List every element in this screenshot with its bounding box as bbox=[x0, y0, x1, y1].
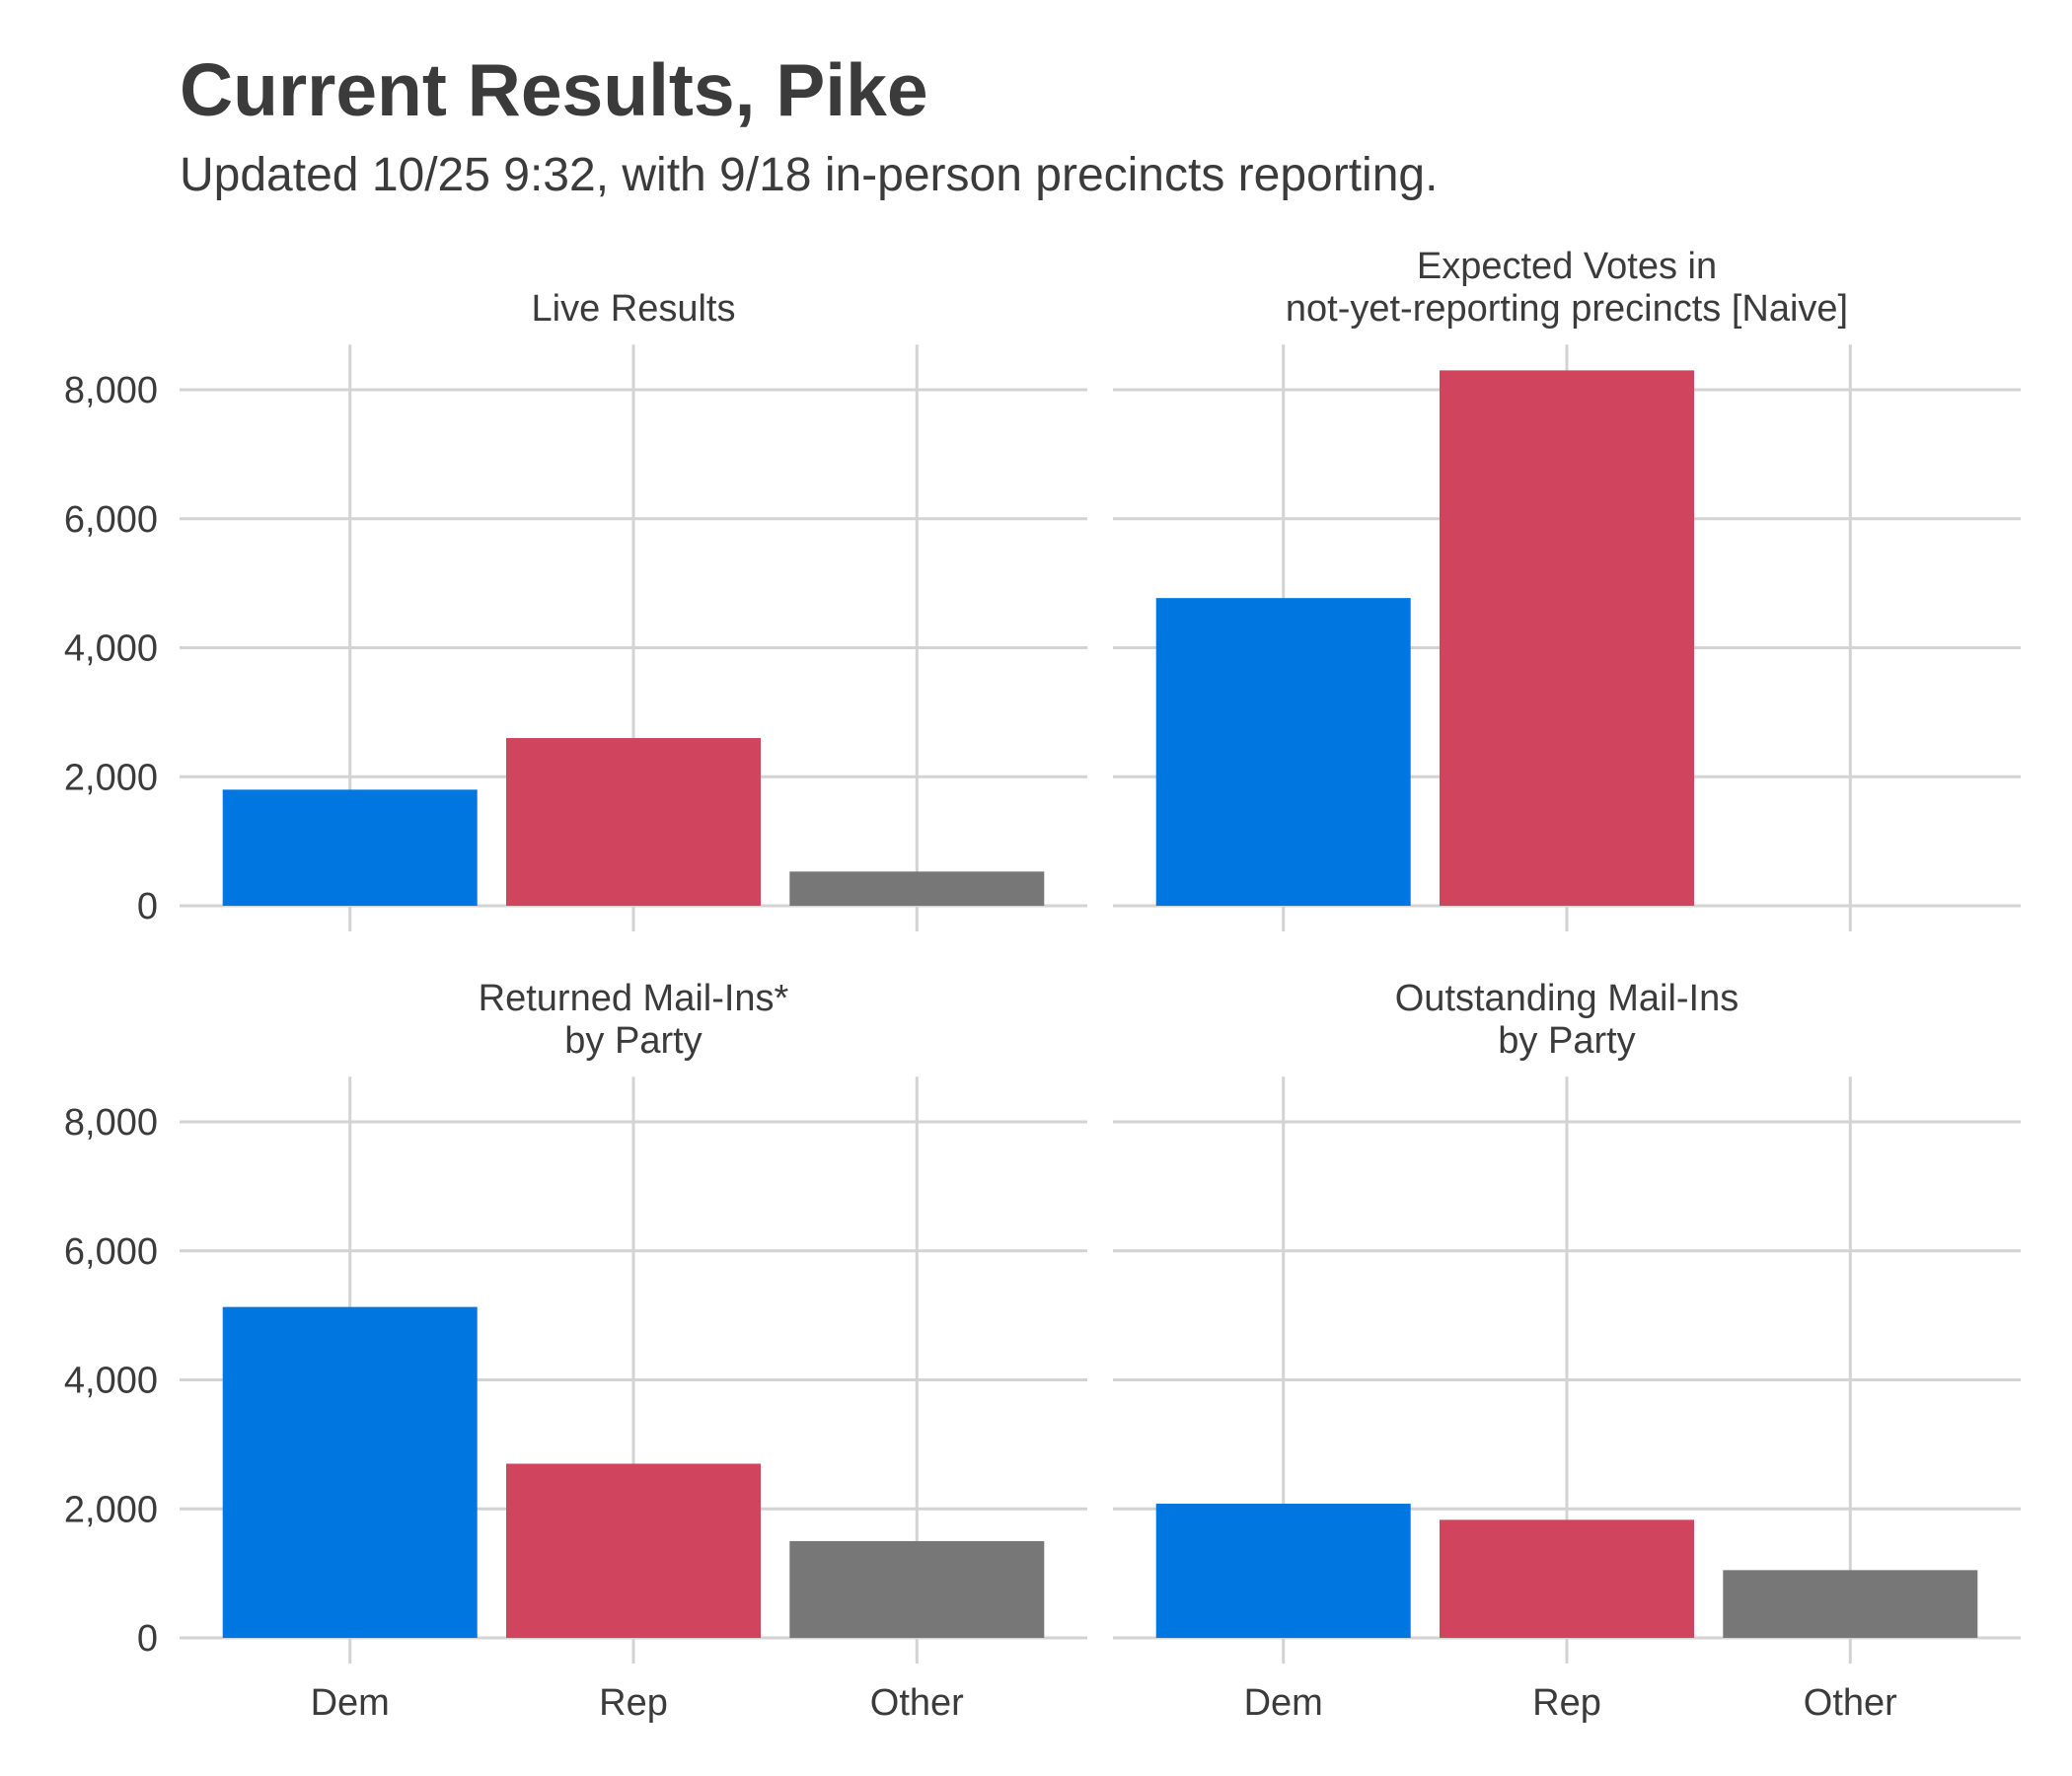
chart-title: Current Results, Pike bbox=[180, 48, 928, 131]
x-tick-label-rep-3: Rep bbox=[599, 1682, 668, 1724]
bar-rep-2 bbox=[1440, 370, 1694, 906]
y-tick-label-1-0: 0 bbox=[137, 886, 158, 927]
x-tick-label-dem-4: Dem bbox=[1244, 1682, 1323, 1724]
x-tick-label-dem-3: Dem bbox=[311, 1682, 390, 1724]
bar-dem-2 bbox=[1155, 598, 1411, 906]
y-tick-label-1-4: 8,000 bbox=[64, 370, 158, 411]
y-tick-label-3-4: 8,000 bbox=[64, 1102, 158, 1144]
chart-subtitle: Updated 10/25 9:32, with 9/18 in-person … bbox=[180, 149, 1439, 201]
bar-other-4 bbox=[1723, 1570, 1978, 1638]
x-tick-label-other-3: Other bbox=[870, 1682, 964, 1724]
bar-dem-3 bbox=[222, 1306, 478, 1638]
y-tick-label-3-1: 2,000 bbox=[64, 1489, 158, 1530]
facet-title-3-line-1: Returned Mail-Ins* bbox=[479, 978, 789, 1019]
y-tick-label-3-0: 0 bbox=[137, 1618, 158, 1660]
facet-title-2-line-2: not-yet-reporting precincts [Naive] bbox=[1286, 288, 1848, 330]
facet-title-4-line-2: by Party bbox=[1498, 1020, 1635, 1062]
facet-title-3-line-2: by Party bbox=[564, 1020, 702, 1062]
y-tick-label-3-2: 4,000 bbox=[64, 1361, 158, 1402]
bar-other-1 bbox=[789, 871, 1045, 906]
y-tick-label-1-3: 6,000 bbox=[64, 499, 158, 541]
facet-panel-1: Live Results 0 2,000 4,000 6,000 8,000 bbox=[64, 288, 1087, 931]
bar-rep-4 bbox=[1440, 1519, 1694, 1638]
bar-rep-3 bbox=[506, 1463, 761, 1638]
bar-rep-1 bbox=[506, 738, 761, 906]
y-tick-label-1-2: 4,000 bbox=[64, 629, 158, 670]
bar-dem-1 bbox=[222, 789, 478, 906]
x-tick-label-other-4: Other bbox=[1804, 1682, 1897, 1724]
facet-title-1-line-1: Live Results bbox=[532, 288, 736, 330]
facet-title-2-line-1: Expected Votes in bbox=[1417, 246, 1717, 287]
y-tick-label-1-1: 2,000 bbox=[64, 757, 158, 798]
facet-title-4-line-1: Outstanding Mail-Ins bbox=[1395, 978, 1739, 1019]
bar-other-3 bbox=[789, 1540, 1045, 1638]
x-tick-label-rep-4: Rep bbox=[1532, 1682, 1601, 1724]
y-tick-label-3-3: 6,000 bbox=[64, 1231, 158, 1273]
bar-dem-4 bbox=[1155, 1504, 1411, 1638]
facet-panel-3: Returned Mail-Ins*by Party 0 2,000 4,000 6,0… bbox=[64, 978, 1087, 1724]
